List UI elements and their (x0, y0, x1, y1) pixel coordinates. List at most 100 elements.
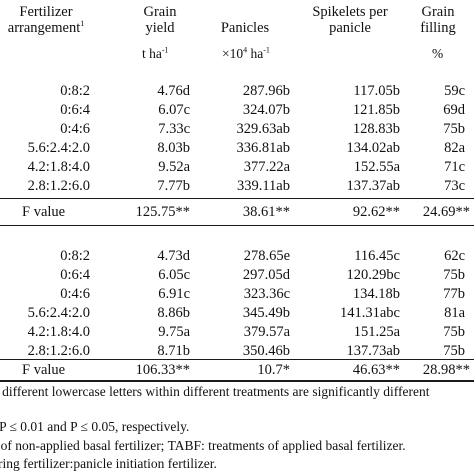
header-spikelets: Spikelets per panicle (300, 4, 400, 36)
g1-row5-yield: 9.52a (158, 159, 190, 175)
header-arrangement-line2: arrangement1 (0, 20, 92, 36)
g1-row4-panicles: 336.81ab (236, 140, 290, 156)
g1-row3-filling: 75b (443, 121, 465, 137)
header-grain-filling: Grain filling (405, 4, 471, 36)
divider-g1-bottom (0, 225, 474, 226)
g1-row3-spikelets: 128.83b (352, 121, 400, 137)
g1-f-panicles: 38.61** (242, 204, 290, 220)
header-arrangement-line1: Fertilizer (19, 4, 73, 20)
g2-row6-arrangement: 2.8:1.2:6.0 (27, 343, 90, 359)
g2-f-label: F value (22, 362, 66, 378)
header-arrangement-text: arrangement (7, 20, 81, 36)
footnote-treatments: s of non-applied basal fertilizer; TABF:… (0, 438, 406, 453)
unit-filling: % (432, 46, 444, 61)
header-arrangement-sup: 1 (80, 19, 85, 29)
unit-yield-sup: -1 (161, 45, 169, 55)
g1-f-yield: 125.75** (135, 204, 190, 220)
g2-row1-panicles: 278.65e (243, 248, 290, 264)
header-grain-yield-line1: Grain (143, 4, 177, 20)
g1-row5-panicles: 377.22a (243, 159, 290, 175)
g2-f-yield: 106.33** (135, 362, 190, 378)
g1-row3-arrangement: 0:4:6 (60, 121, 90, 137)
g1-row4-spikelets: 134.02ab (346, 140, 400, 156)
g2-row4-filling: 81a (444, 305, 465, 321)
g2-row1-spikelets: 116.45c (354, 248, 400, 264)
g1-row4-arrangement: 5.6:2.4:2.0 (27, 140, 90, 156)
g2-f-panicles: 10.7* (257, 362, 290, 378)
g2-row3-spikelets: 134.18b (352, 286, 400, 302)
g1-row5-arrangement: 4.2:1.8:4.0 (27, 159, 90, 175)
g1-row1-arrangement: 0:8:2 (60, 83, 90, 99)
unit-panicles-sup1: 4 (243, 45, 248, 55)
g1-row4-yield: 8.03b (157, 140, 190, 156)
g2-row2-yield: 6.05c (158, 267, 190, 283)
footnote-significance: y different lowercase letters within dif… (0, 384, 430, 399)
header-grain-yield: Grain yield (130, 4, 190, 36)
g2-row2-panicles: 297.05d (242, 267, 290, 283)
g2-row3-yield: 6.91c (158, 286, 190, 302)
g2-row5-spikelets: 151.25a (353, 324, 400, 340)
header-spikelets-line1: Spikelets per (312, 4, 388, 20)
g2-row6-panicles: 350.46b (242, 343, 290, 359)
header-spikelets-line2: panicle (329, 20, 371, 36)
header-grain-yield-line2: yield (145, 20, 175, 36)
unit-panicles-mid: ha (247, 46, 264, 61)
g2-row3-panicles: 323.36c (243, 286, 290, 302)
g2-row5-arrangement: 4.2:1.8:4.0 (27, 324, 90, 340)
unit-panicles-sup2: -1 (263, 45, 270, 55)
footnote-arrangement: ering fertilizer:panicle initiation fert… (0, 456, 217, 471)
g1-row6-yield: 7.77b (157, 178, 190, 194)
g1-row1-filling: 59c (444, 83, 465, 99)
unit-panicles: ×104 ha-1 (222, 46, 270, 62)
divider-g2-top (0, 359, 474, 360)
g2-row6-filling: 75b (443, 343, 465, 359)
g1-row2-arrangement: 0:6:4 (60, 102, 90, 118)
g1-f-spikelets: 92.62** (352, 204, 400, 220)
g2-row4-yield: 8.86b (157, 305, 190, 321)
g1-row1-yield: 4.76d (157, 83, 190, 99)
g1-row6-panicles: 339.11ab (236, 178, 290, 194)
g2-row4-arrangement: 5.6:2.4:2.0 (27, 305, 90, 321)
unit-yield: t ha-1 (142, 46, 169, 62)
g2-row2-arrangement: 0:6:4 (60, 267, 90, 283)
g2-row1-arrangement: 0:8:2 (60, 248, 90, 264)
header-grain-filling-line2: filling (420, 20, 456, 36)
g1-row2-yield: 6.07c (158, 102, 190, 118)
g2-row5-filling: 75b (443, 324, 465, 340)
g2-row2-filling: 75b (443, 267, 465, 283)
g1-row3-yield: 7.33c (158, 121, 190, 137)
divider-g1-top (0, 198, 474, 199)
g2-f-filling: 28.98** (422, 362, 470, 378)
g1-row6-spikelets: 137.37ab (346, 178, 400, 194)
g2-row4-spikelets: 141.31abc (340, 305, 400, 321)
header-panicles: Panicles (220, 20, 270, 36)
g1-row5-spikelets: 152.55a (353, 159, 400, 175)
g1-row3-panicles: 329.63ab (236, 121, 290, 137)
divider-table-bottom (0, 380, 474, 382)
header-grain-filling-line1: Grain (421, 4, 455, 20)
g1-row2-spikelets: 121.85b (352, 102, 400, 118)
header-arrangement: Fertilizer arrangement1 (0, 4, 92, 36)
g2-row5-yield: 9.75a (158, 324, 190, 340)
g2-row2-spikelets: 120.29bc (346, 267, 400, 283)
g1-row6-arrangement: 2.8:1.2:6.0 (27, 178, 90, 194)
g2-row4-panicles: 345.49b (242, 305, 290, 321)
g1-row2-filling: 69d (443, 102, 465, 118)
g2-row5-panicles: 379.57a (243, 324, 290, 340)
g1-row5-filling: 71c (444, 159, 465, 175)
g1-row1-spikelets: 117.05b (353, 83, 400, 99)
g2-row1-yield: 4.73d (157, 248, 190, 264)
g1-row6-filling: 73c (444, 178, 465, 194)
g2-row6-spikelets: 137.73ab (346, 343, 400, 359)
g1-f-label: F value (22, 204, 66, 220)
g2-f-spikelets: 46.63** (352, 362, 400, 378)
unit-panicles-prefix: ×10 (222, 46, 244, 61)
g1-f-filling: 24.69** (422, 204, 470, 220)
unit-yield-text: t ha (142, 46, 162, 61)
g2-row3-filling: 77b (443, 286, 465, 302)
g2-row6-yield: 8.71b (157, 343, 190, 359)
footnote-p-values: : P ≤ 0.01 and P ≤ 0.05, respectively. (0, 419, 190, 434)
g2-row3-arrangement: 0:4:6 (60, 286, 90, 302)
g1-row1-panicles: 287.96b (242, 83, 290, 99)
g2-row1-filling: 62c (444, 248, 465, 264)
